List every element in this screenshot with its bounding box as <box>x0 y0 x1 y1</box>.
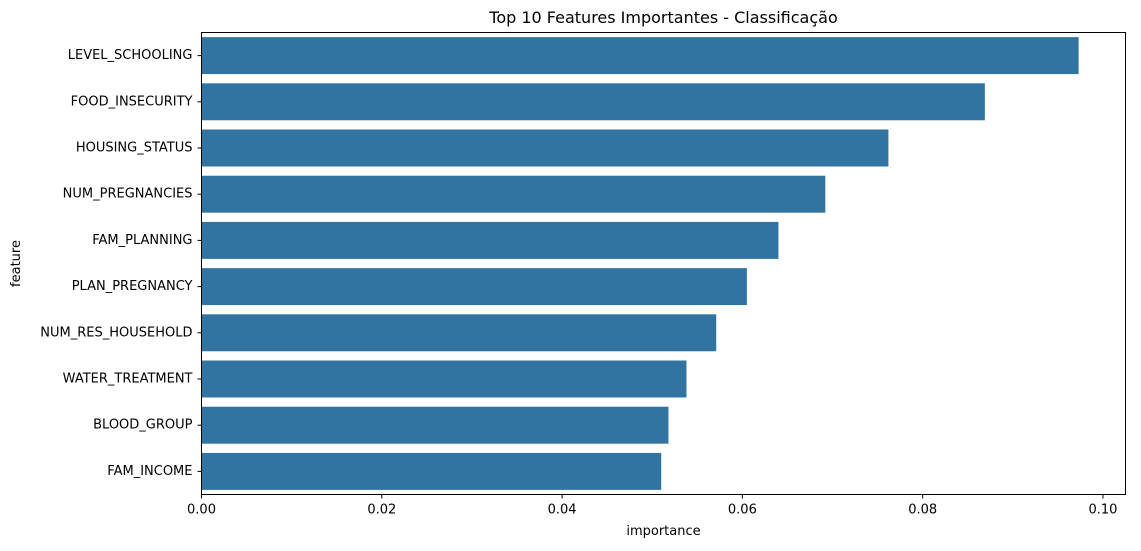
y-tick-label: NUM_PREGNANCIES <box>63 187 193 202</box>
bar-plan-pregnancy <box>201 268 747 306</box>
x-tick-label: 0.10 <box>1088 503 1117 518</box>
x-axis-label: importance <box>626 524 700 539</box>
y-axis-label: feature <box>9 240 24 287</box>
x-tick-label: 0.06 <box>728 503 757 518</box>
y-tick-label: FAM_PLANNING <box>92 233 192 248</box>
x-tick-label: 0.02 <box>367 503 396 518</box>
y-tick-label: BLOOD_GROUP <box>93 418 193 433</box>
bar-fam-planning <box>201 221 779 259</box>
y-tick-label: WATER_TREATMENT <box>63 372 193 387</box>
x-tick-label: 0.08 <box>908 503 937 518</box>
x-tick-label: 0.00 <box>187 503 216 518</box>
y-axis-ticks: LEVEL_SCHOOLING FOOD_INSECURITY HOUSING_ST… <box>40 48 202 479</box>
y-tick-label: PLAN_PREGNANCY <box>72 279 193 294</box>
bar-water-treatment <box>201 360 687 398</box>
y-tick-label: LEVEL_SCHOOLING <box>68 48 193 63</box>
bar-fam-income <box>201 452 662 490</box>
x-tick-label: 0.04 <box>548 503 577 518</box>
bar-food-insecurity <box>201 83 985 121</box>
bar-num-pregnancies <box>201 175 826 213</box>
plot-frame <box>201 32 1126 495</box>
y-tick-label: FAM_INCOME <box>107 464 192 479</box>
y-tick-label: FOOD_INSECURITY <box>71 94 193 109</box>
bar-housing-status <box>201 129 889 167</box>
y-tick-label: HOUSING_STATUS <box>76 141 193 156</box>
chart-title: Top 10 Features Importantes - Classifica… <box>488 8 837 27</box>
bar-blood-group <box>201 406 669 444</box>
y-tick-label: NUM_RES_HOUSEHOLD <box>40 325 192 340</box>
x-axis-ticks: 0.00 0.02 0.04 0.06 0.08 0.10 <box>187 494 1117 518</box>
bars-layer <box>201 37 1079 490</box>
bar-num-res-household <box>201 314 717 352</box>
bar-level-schooling <box>201 37 1079 75</box>
